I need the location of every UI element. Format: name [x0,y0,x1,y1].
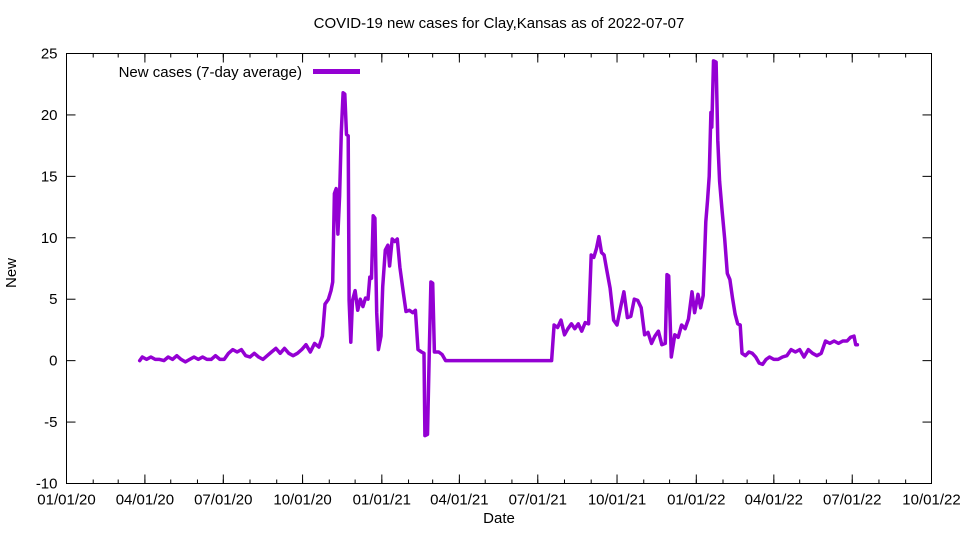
legend-label: New cases (7-day average) [119,64,302,81]
y-tick-label: -10 [36,476,58,493]
x-tick-label: 07/01/20 [194,492,252,509]
plot-border [66,53,932,484]
x-tick-label: 04/01/21 [430,492,488,509]
y-tick-label: 15 [41,168,58,185]
x-axis-label: Date [483,510,515,527]
x-tick-label: 01/01/20 [37,492,95,509]
series-group [137,59,860,438]
x-tick-label: 07/01/22 [823,492,881,509]
y-tick-label: 10 [41,230,58,247]
x-tick-label: 01/01/22 [667,492,725,509]
y-axis-label: New [3,258,20,288]
x-tick-label: 04/01/22 [745,492,803,509]
x-tick-label: 10/01/22 [902,492,960,509]
axes-group: -10 -5 0 5 10 15 20 25 01/01/20 04/01/20 07/01/20 1… [36,46,960,509]
x-tick-label: 10/01/20 [273,492,331,509]
chart-title: COVID-19 new cases for Clay,Kansas as of… [314,15,685,32]
y-tick-label: 20 [41,107,58,124]
data-line [137,59,860,438]
x-tick-label: 07/01/21 [509,492,567,509]
y-tick-label: 25 [41,46,58,63]
y-tick-label: 5 [49,291,57,308]
x-tick-label: 10/01/21 [588,492,646,509]
x-tick-label: 04/01/20 [116,492,174,509]
y-tick-label: 0 [49,353,57,370]
x-tick-label: 01/01/21 [353,492,411,509]
y-tick-label: -5 [44,414,57,431]
